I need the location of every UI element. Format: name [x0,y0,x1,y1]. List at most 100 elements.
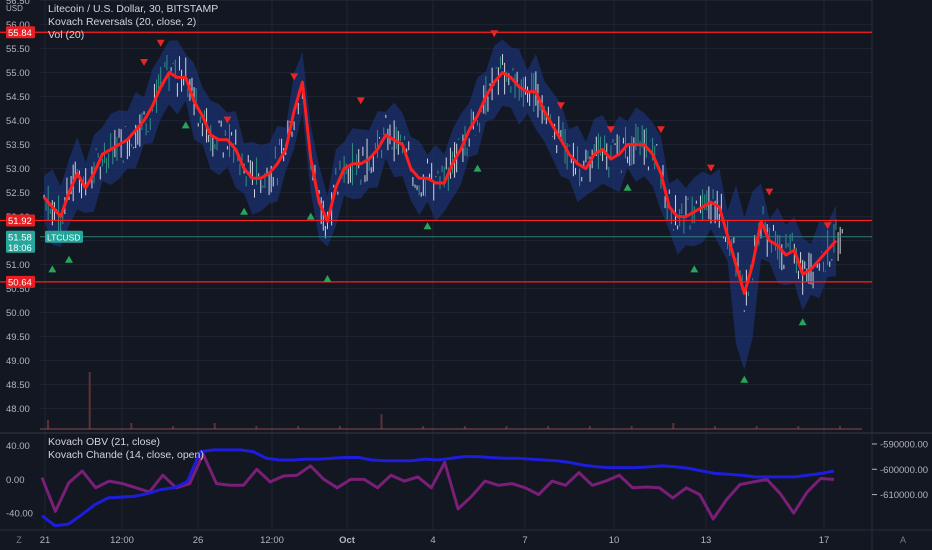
currency-label: USD [6,4,23,13]
volume-bar [213,423,216,429]
time-tick-label: 7 [522,535,527,546]
kovach-band [44,39,836,370]
volume-bar [255,426,258,429]
buy-signal-icon [623,183,632,191]
price-tick-label: 50.00 [6,308,30,319]
buy-signal-icon [690,265,699,273]
indicator-kovach-chande[interactable]: Kovach Chande (14, close, open) [48,449,204,461]
time-tick-label: 4 [430,535,435,546]
price-tick-label: 49.50 [6,332,30,343]
buy-signal-icon [240,207,249,215]
sell-signal-icon [490,30,499,38]
auto-scale-button: A [900,535,906,545]
volume-bar [588,426,591,429]
volume-bar [130,423,133,429]
volume-bar [755,426,758,429]
volume-bar [672,423,675,429]
sell-signal-icon [356,97,365,105]
price-tick-label: 48.00 [6,404,30,415]
volume-bar [338,426,341,429]
volume-bar [630,426,633,429]
lower-right-tick-label: -600000.00 [880,465,928,476]
price-tick-label: 52.50 [6,188,30,199]
last-price-value: 51.58 [8,232,32,243]
kovach-chande-line [40,452,835,521]
buy-signal-icon [798,318,807,326]
price-tick-label: 50.50 [6,284,30,295]
volume-bar [297,426,300,429]
lower-left-tick-label: 0.00 [6,475,25,486]
sell-signal-icon [140,59,149,66]
level-badge-lower-label: 50.64 [8,277,32,288]
price-tick-label: 55.50 [6,44,30,55]
sell-signal-icon [156,39,165,47]
sell-signal-icon [656,126,665,134]
buy-signal-icon [473,164,482,172]
bar-countdown: 18:06 [8,243,32,254]
symbol-badge [45,230,83,243]
sell-signal-icon [765,188,774,196]
volume-bar [797,426,800,429]
kovach-obv-line [41,448,835,528]
time-tick-label: 21 [40,535,51,546]
time-tick-label: 13 [701,535,712,546]
price-tick-label: 53.00 [6,164,30,175]
price-tick-label: 53.50 [6,140,30,151]
level-badge-middle-label: 51.92 [8,216,32,227]
symbol-label: LTCUSD [47,232,80,242]
buy-signal-icon [306,212,315,220]
time-tick-label: 12:00 [110,535,134,546]
last-price-badge [6,230,35,253]
buy-signal-icon [48,265,57,273]
buy-signal-icon [181,121,190,129]
level-badge-lower [6,275,35,288]
sell-signal-icon [290,73,299,81]
time-tick-label: 10 [609,535,620,546]
price-tick-label: 56.50 [6,0,30,7]
volume-bar [839,426,841,429]
time-tick-label: 17 [819,535,830,546]
volume-bar [713,426,716,429]
volume-bar [505,426,508,429]
volume-bar [547,426,550,429]
price-tick-label: 54.00 [6,116,30,127]
price-tick-label: 48.50 [6,380,30,391]
buy-signal-icon [323,275,332,282]
price-tick-label: 56.00 [6,20,30,31]
lower-left-tick-label: 40.00 [6,441,30,452]
sell-signal-icon [223,116,232,124]
level-badge-upper [6,26,35,39]
zoom-button: Z [16,535,22,545]
price-tick-label: 49.00 [6,356,30,367]
volume-bar [47,420,49,429]
buy-signal-icon [740,375,749,383]
chart-title[interactable]: Litecoin / U.S. Dollar, 30, BITSTAMP [48,3,219,15]
time-tick-label: 12:00 [260,535,284,546]
sell-signal-icon [556,102,565,110]
indicator-kovach-reversals[interactable]: Kovach Reversals (20, close, 2) [48,16,197,28]
kovach-reversal-line [42,71,838,295]
volume-bar [380,414,383,429]
level-badge-middle [6,214,35,227]
time-tick-label: 26 [193,535,204,546]
buy-signal-icon [423,222,432,230]
indicator-volume[interactable]: Vol (20) [48,29,85,41]
volume-bar [422,426,425,429]
level-badge-upper-label: 55.84 [8,28,32,39]
lower-right-tick-label: -610000.00 [880,490,928,501]
time-tick-label: Oct [339,535,356,546]
sell-signal-icon [823,222,832,230]
price-tick-label: 54.50 [6,92,30,103]
price-tick-label: 55.00 [6,68,30,79]
sell-signal-icon [706,164,715,172]
indicator-kovach-obv[interactable]: Kovach OBV (21, close) [48,436,161,448]
lower-right-tick-label: -590000.00 [880,439,928,450]
volume-bar [88,372,91,429]
lower-left-tick-label: -40.00 [6,509,33,520]
sell-signal-icon [606,126,615,134]
volume-bar [463,426,466,429]
price-tick-label: 51.00 [6,260,30,271]
buy-signal-icon [65,255,74,263]
